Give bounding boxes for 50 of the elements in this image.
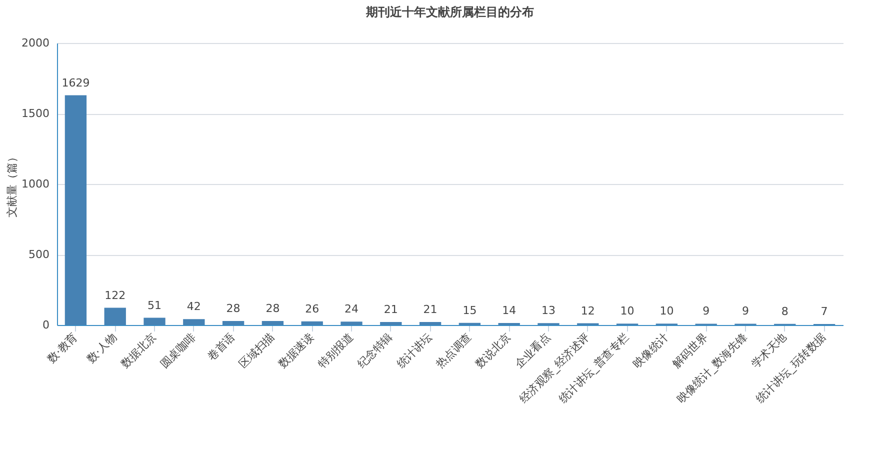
x-tick-label: 特别报道 bbox=[315, 330, 356, 371]
bar bbox=[183, 319, 205, 325]
bar bbox=[222, 321, 244, 325]
x-tick-label: 数·人物 bbox=[84, 330, 120, 366]
y-tick-label: 1000 bbox=[22, 178, 50, 190]
x-tick-label: 数据北京 bbox=[118, 330, 159, 371]
x-tick-label: 数说北京 bbox=[473, 330, 514, 371]
data-label: 24 bbox=[344, 302, 359, 316]
bar bbox=[419, 322, 442, 325]
data-label: 10 bbox=[660, 304, 674, 318]
x-tick-label: 映像统计 bbox=[630, 330, 671, 371]
data-label: 10 bbox=[620, 304, 634, 318]
data-label: 12 bbox=[580, 304, 595, 318]
x-tick-label: 卷首语 bbox=[205, 330, 238, 364]
bar bbox=[380, 322, 402, 325]
bar bbox=[104, 308, 126, 325]
data-label: 13 bbox=[541, 304, 556, 318]
data-label: 42 bbox=[186, 300, 201, 314]
data-label: 1629 bbox=[62, 76, 90, 90]
data-label: 14 bbox=[502, 304, 516, 318]
bar bbox=[262, 321, 284, 325]
data-label: 51 bbox=[148, 298, 162, 312]
x-tick-label: 数·教育 bbox=[44, 330, 80, 366]
data-label: 21 bbox=[423, 303, 438, 316]
data-label: 122 bbox=[104, 288, 126, 302]
chart-title: 期刊近十年文献所属栏目的分布 bbox=[365, 5, 534, 19]
data-label: 21 bbox=[384, 303, 398, 316]
y-tick-label: 1500 bbox=[22, 107, 50, 120]
data-label: 28 bbox=[226, 302, 240, 316]
data-label: 28 bbox=[266, 302, 280, 316]
data-label: 8 bbox=[781, 304, 788, 318]
data-label: 15 bbox=[462, 304, 477, 317]
data-label: 9 bbox=[742, 304, 749, 318]
x-tick-label: 数据速读 bbox=[276, 330, 316, 371]
y-tick-label: 0 bbox=[42, 318, 50, 332]
bar bbox=[144, 318, 166, 325]
x-tick-label: 纪念特辑 bbox=[354, 330, 396, 371]
bar bbox=[340, 322, 362, 325]
y-axis-title: 文献量（篇） bbox=[6, 152, 19, 218]
data-label: 7 bbox=[820, 305, 828, 318]
bar bbox=[64, 95, 87, 325]
data-label: 26 bbox=[305, 302, 320, 316]
x-tick-label: 统计讲坛 bbox=[394, 330, 435, 371]
y-tick-label: 2000 bbox=[22, 36, 50, 50]
bar bbox=[301, 321, 323, 325]
x-tick-label: 区域扫描 bbox=[236, 330, 277, 371]
x-tick-label: 热点调查 bbox=[434, 330, 474, 371]
data-label: 9 bbox=[702, 304, 710, 318]
x-tick-label: 圆桌咖啡 bbox=[158, 330, 198, 371]
y-tick-label: 500 bbox=[28, 248, 50, 261]
